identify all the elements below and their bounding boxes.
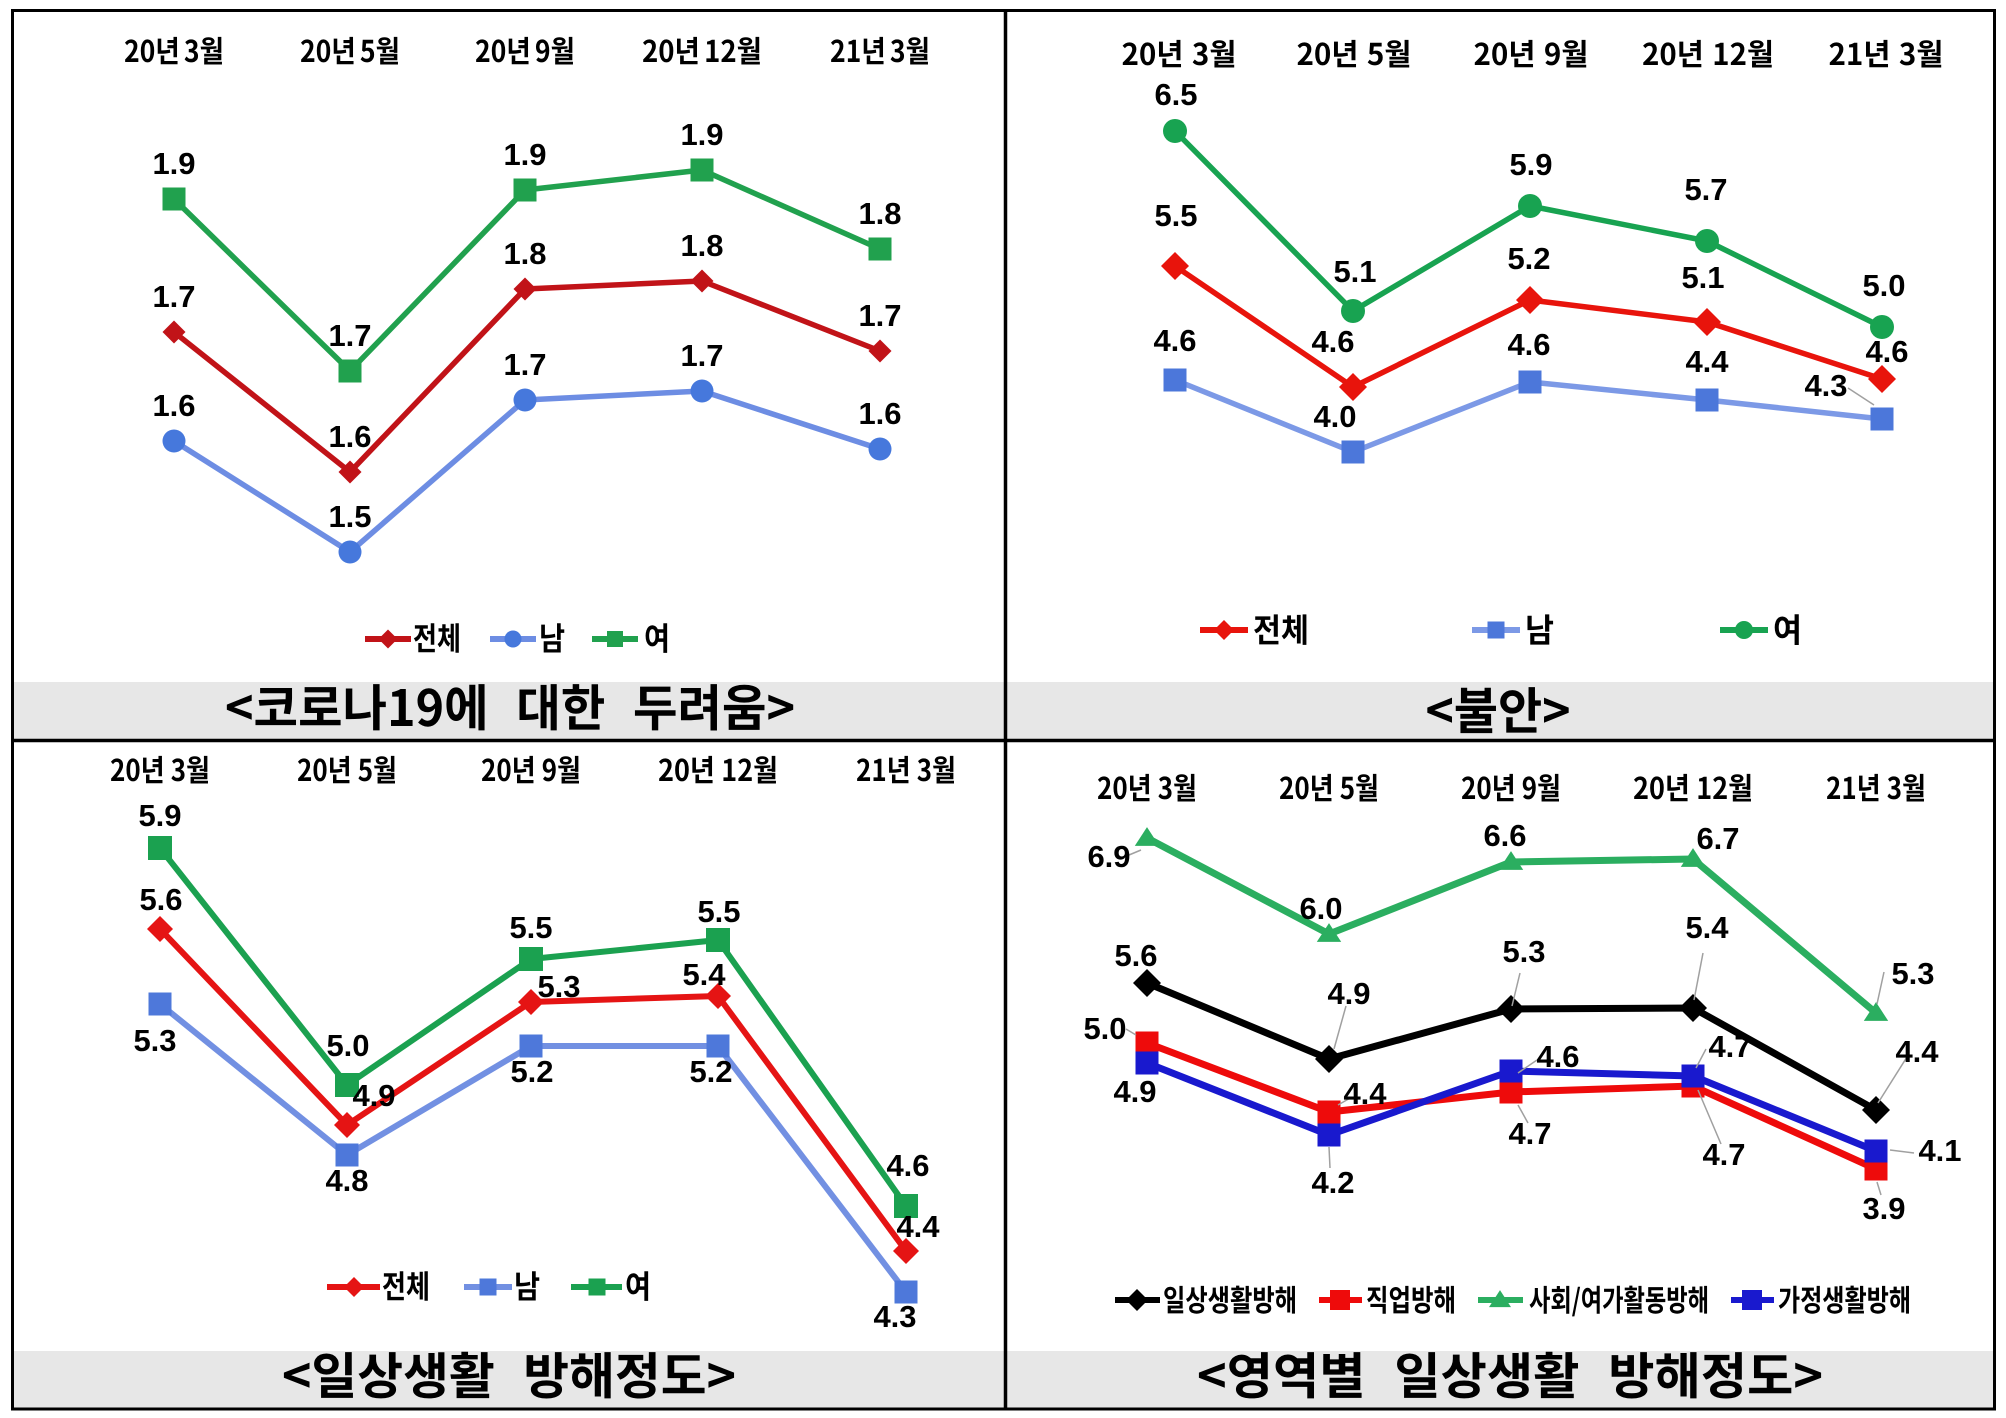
- svg-text:4.3: 4.3: [1804, 368, 1847, 403]
- svg-text:1.7: 1.7: [503, 347, 546, 382]
- svg-text:4.7: 4.7: [1702, 1137, 1745, 1172]
- svg-text:6.5: 6.5: [1154, 77, 1197, 112]
- svg-text:1.9: 1.9: [680, 117, 723, 152]
- svg-text:1.8: 1.8: [858, 196, 901, 231]
- svg-text:5.3: 5.3: [1891, 956, 1934, 991]
- svg-text:4.6: 4.6: [1153, 323, 1196, 358]
- svg-text:5.3: 5.3: [537, 969, 580, 1004]
- svg-text:5.5: 5.5: [1154, 198, 1197, 233]
- svg-text:5.0: 5.0: [1862, 268, 1905, 303]
- svg-text:4.4: 4.4: [896, 1209, 940, 1244]
- svg-text:1.8: 1.8: [680, 228, 723, 263]
- svg-text:5.5: 5.5: [697, 894, 740, 929]
- svg-text:4.4: 4.4: [1895, 1034, 1939, 1069]
- svg-text:4.1: 4.1: [1918, 1133, 1961, 1168]
- svg-text:5.1: 5.1: [1333, 254, 1376, 289]
- svg-text:4.0: 4.0: [1313, 399, 1356, 434]
- svg-text:4.6: 4.6: [1311, 324, 1354, 359]
- svg-text:1.9: 1.9: [503, 137, 546, 172]
- svg-text:5.3: 5.3: [1502, 934, 1545, 969]
- svg-text:4.6: 4.6: [1865, 334, 1908, 369]
- svg-text:5.0: 5.0: [1083, 1011, 1126, 1046]
- svg-text:1.7: 1.7: [680, 338, 723, 373]
- svg-text:5.2: 5.2: [510, 1054, 553, 1089]
- svg-text:5.6: 5.6: [139, 882, 182, 917]
- svg-text:5.9: 5.9: [138, 798, 181, 833]
- svg-text:6.7: 6.7: [1696, 821, 1739, 856]
- svg-text:1.6: 1.6: [152, 388, 195, 423]
- svg-text:1.8: 1.8: [503, 236, 546, 271]
- svg-text:1.5: 1.5: [328, 499, 371, 534]
- svg-text:4.7: 4.7: [1508, 1116, 1551, 1151]
- svg-text:4.6: 4.6: [1507, 327, 1550, 362]
- svg-text:6.9: 6.9: [1087, 839, 1130, 874]
- svg-text:4.7: 4.7: [1708, 1029, 1751, 1064]
- svg-text:1.7: 1.7: [328, 318, 371, 353]
- svg-text:4.4: 4.4: [1685, 344, 1729, 379]
- svg-text:5.3: 5.3: [133, 1023, 176, 1058]
- svg-text:5.4: 5.4: [1685, 910, 1729, 945]
- svg-text:4.4: 4.4: [1343, 1076, 1387, 1111]
- svg-text:1.7: 1.7: [858, 298, 901, 333]
- svg-text:5.7: 5.7: [1684, 172, 1727, 207]
- svg-text:4.9: 4.9: [1327, 976, 1370, 1011]
- svg-text:5.5: 5.5: [509, 910, 552, 945]
- svg-text:5.9: 5.9: [1509, 147, 1552, 182]
- svg-text:4.8: 4.8: [325, 1163, 368, 1198]
- svg-text:5.4: 5.4: [682, 957, 726, 992]
- svg-text:5.0: 5.0: [326, 1028, 369, 1063]
- svg-text:1.6: 1.6: [328, 419, 371, 454]
- svg-text:6.0: 6.0: [1299, 891, 1342, 926]
- svg-text:4.6: 4.6: [886, 1148, 929, 1183]
- svg-text:4.3: 4.3: [873, 1299, 916, 1334]
- svg-text:1.9: 1.9: [152, 146, 195, 181]
- svg-text:5.1: 5.1: [1681, 260, 1724, 295]
- svg-text:1.7: 1.7: [152, 279, 195, 314]
- svg-text:4.9: 4.9: [352, 1078, 395, 1113]
- svg-text:3.9: 3.9: [1862, 1191, 1905, 1226]
- svg-text:5.2: 5.2: [1507, 241, 1550, 276]
- svg-text:5.6: 5.6: [1114, 938, 1157, 973]
- svg-text:5.2: 5.2: [689, 1054, 732, 1089]
- svg-text:6.6: 6.6: [1483, 818, 1526, 853]
- svg-text:4.6: 4.6: [1536, 1039, 1579, 1074]
- svg-text:1.6: 1.6: [858, 396, 901, 431]
- svg-text:4.2: 4.2: [1311, 1165, 1354, 1200]
- svg-text:4.9: 4.9: [1113, 1074, 1156, 1109]
